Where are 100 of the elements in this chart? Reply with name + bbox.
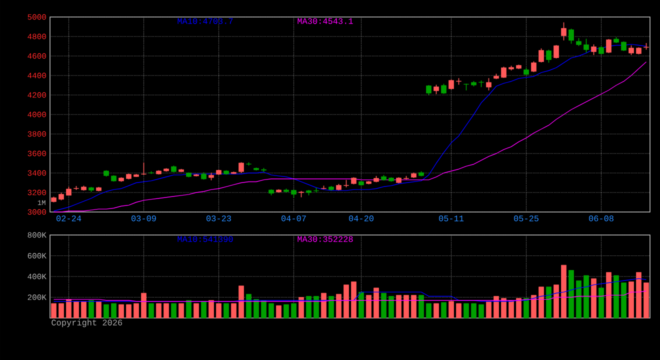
bar (118, 304, 124, 318)
bar (576, 280, 582, 318)
bar (644, 282, 649, 318)
candlestick (606, 38, 612, 54)
x-tick-label: 05-11 (439, 216, 464, 222)
candlestick (546, 49, 552, 64)
annotation: MA10:4703.7 (178, 18, 233, 24)
bar (538, 286, 544, 318)
text: Copyright 2026 (52, 319, 122, 328)
bar (598, 288, 604, 318)
bar (126, 304, 132, 318)
bar (141, 292, 146, 318)
candlestick (486, 78, 492, 91)
bar (396, 294, 402, 318)
bar (261, 300, 266, 318)
bar (51, 303, 56, 318)
bar (606, 272, 612, 318)
y-tick-label: 4400 (28, 72, 46, 78)
bar (66, 299, 72, 318)
y-tick-label: 3600 (28, 150, 46, 156)
bar (516, 298, 522, 318)
bar (636, 272, 642, 318)
bar (358, 292, 364, 318)
bar (628, 281, 634, 318)
bar (254, 299, 259, 318)
bar (81, 301, 86, 318)
y-tick-label: 5000 (28, 14, 46, 20)
bar (456, 303, 462, 318)
bar (404, 294, 409, 318)
bar (111, 303, 116, 318)
bar (104, 304, 109, 318)
bar (351, 281, 356, 318)
bar (531, 294, 536, 318)
bar (418, 294, 424, 318)
bar (426, 303, 432, 318)
bar (156, 303, 162, 318)
y-tick-label: 3800 (28, 131, 46, 137)
x-tick-label: 02-24 (56, 216, 82, 222)
bar (238, 286, 244, 318)
bar (478, 304, 484, 318)
annotation: MA30:352228 (298, 236, 353, 242)
x-tick-label: 03-09 (132, 216, 156, 222)
bar (246, 294, 252, 318)
bar (314, 296, 319, 318)
candlestick (538, 48, 544, 63)
candlestick (568, 28, 574, 44)
candlestick (531, 60, 536, 72)
candlestick (448, 79, 454, 90)
bar (336, 294, 342, 318)
bar (201, 301, 206, 318)
bar (134, 303, 139, 318)
bar (554, 284, 559, 318)
bar (464, 303, 469, 318)
bar (374, 288, 379, 318)
y-tick-label: 4600 (28, 53, 46, 59)
y-tick-label: 4200 (28, 92, 46, 98)
bar (284, 304, 289, 318)
bar (546, 286, 552, 318)
y-tick-label: 600K (28, 253, 46, 258)
bar (74, 301, 79, 318)
bar (434, 303, 439, 318)
bar (591, 278, 596, 318)
bar (388, 296, 394, 318)
bar (186, 300, 192, 318)
bar (321, 292, 326, 318)
x-tick-label: 04-07 (282, 216, 306, 222)
candlestick (434, 84, 439, 95)
bar (178, 303, 184, 318)
bar (614, 275, 619, 318)
bar (231, 303, 236, 318)
bar (448, 301, 454, 318)
bar (164, 303, 169, 318)
bar (328, 296, 334, 318)
y-tick-label: 400K (28, 274, 46, 280)
bar (298, 297, 304, 318)
bar (344, 284, 349, 318)
bar (501, 298, 506, 318)
annotation: MA10:541390 (178, 236, 233, 242)
candlestick (441, 83, 446, 94)
y-tick-label: 200K (28, 294, 46, 300)
bar (194, 303, 199, 318)
bar (306, 296, 312, 318)
bar (584, 275, 589, 318)
y-tick-label: 3200 (28, 190, 46, 196)
bar (58, 303, 64, 318)
bar (291, 303, 296, 318)
bar (568, 270, 574, 318)
bar (171, 303, 176, 318)
bar (524, 298, 529, 318)
bar (621, 282, 626, 318)
bar (486, 301, 492, 318)
annotation: MA30:4543.1 (298, 18, 353, 24)
bar (88, 300, 94, 318)
bar (411, 294, 416, 318)
x-tick-label: 04-20 (349, 216, 374, 222)
y-tick-label: 4000 (28, 112, 46, 118)
bar (561, 264, 566, 318)
y-tick-label: 3000 (28, 209, 46, 215)
bar (494, 296, 499, 318)
candlestick (561, 22, 566, 41)
